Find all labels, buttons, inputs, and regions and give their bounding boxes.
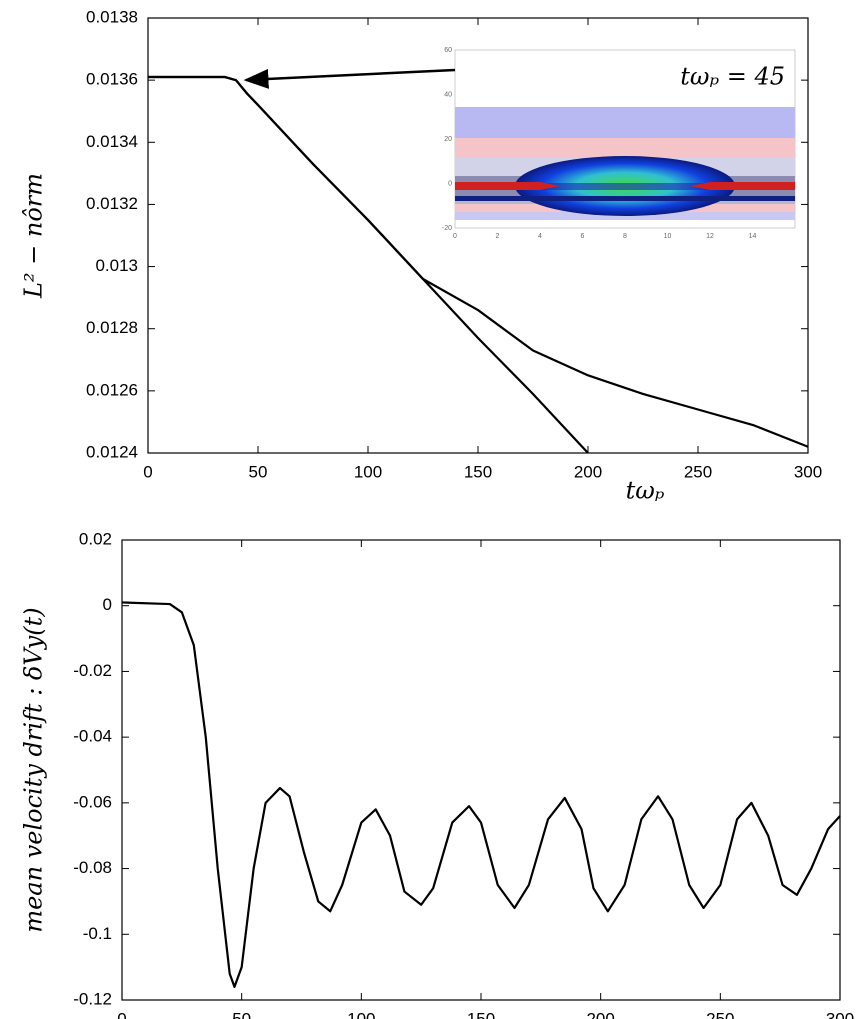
data-line xyxy=(121,601,841,988)
x-tick-label: 200 xyxy=(586,1009,614,1019)
x-tick-label: 150 xyxy=(467,1009,495,1019)
inset-x-tick-label: 2 xyxy=(496,233,500,240)
y-tick-label: 0.0132 xyxy=(86,194,138,213)
inset-x-tick-label: 14 xyxy=(749,233,757,240)
y-tick-label: 0.0128 xyxy=(86,318,138,337)
y-axis-label: mean velocity drift : δVy(t) xyxy=(20,607,48,932)
y-tick-label: -0.04 xyxy=(73,727,112,746)
y-tick-label: -0.08 xyxy=(73,858,112,877)
inset-x-tick-label: 6 xyxy=(581,233,585,240)
x-tick-label: 100 xyxy=(347,1009,375,1019)
y-tick-label: 0 xyxy=(103,595,112,614)
x-tick-label: 250 xyxy=(684,462,712,481)
x-tick-label: 300 xyxy=(794,462,822,481)
inset-y-tick-label: 40 xyxy=(444,91,452,98)
x-tick-label: 0 xyxy=(143,462,152,481)
x-tick-label: 150 xyxy=(464,462,492,481)
inset-y-tick-label: 60 xyxy=(444,47,452,54)
data-line xyxy=(148,75,809,448)
inset-y-tick-label: -20 xyxy=(442,225,452,232)
x-tick-label: 50 xyxy=(232,1009,251,1019)
inset-y-tick-label: 0 xyxy=(448,180,452,187)
inset-x-tick-label: 8 xyxy=(623,233,627,240)
plot-frame xyxy=(121,539,841,1001)
y-tick-label: 0.013 xyxy=(95,256,138,275)
inset-annotation: tωₚ = 45 xyxy=(680,63,785,91)
y-axis-label: L² − nôrm xyxy=(20,173,48,299)
inset-x-tick-label: 0 xyxy=(453,233,457,240)
y-tick-label: 0.02 xyxy=(79,529,112,548)
x-tick-label: 300 xyxy=(826,1009,854,1019)
y-tick-label: 0.0124 xyxy=(86,442,138,461)
arrow xyxy=(243,68,456,89)
y-tick-label: -0.02 xyxy=(73,661,112,680)
y-tick-label: -0.1 xyxy=(83,924,112,943)
inset-x-tick-label: 4 xyxy=(538,233,542,240)
x-tick-label: 250 xyxy=(706,1009,734,1019)
y-tick-label: -0.06 xyxy=(73,792,112,811)
inset-image xyxy=(454,49,796,229)
inset-x-tick-label: 12 xyxy=(706,233,714,240)
x-axis-label: tωₚ xyxy=(626,477,665,505)
x-tick-label: 100 xyxy=(354,462,382,481)
y-tick-label: 0.0136 xyxy=(86,70,138,89)
inset-x-tick-label: 10 xyxy=(664,233,672,240)
y-tick-label: 0.0138 xyxy=(86,7,138,26)
y-tick-label: 0.0126 xyxy=(86,380,138,399)
inset-y-tick-label: 20 xyxy=(444,136,452,143)
y-tick-label: 0.0134 xyxy=(86,132,138,151)
y-tick-label: -0.12 xyxy=(73,989,112,1008)
x-tick-label: 0 xyxy=(117,1009,126,1019)
x-tick-label: 50 xyxy=(249,462,268,481)
x-tick-label: 200 xyxy=(574,462,602,481)
